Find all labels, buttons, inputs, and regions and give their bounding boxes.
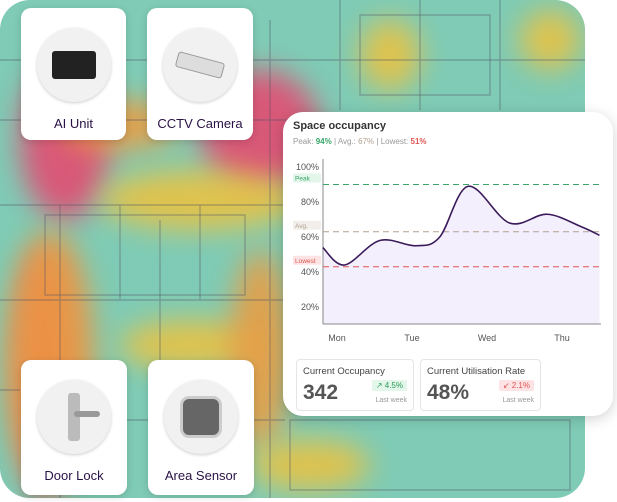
trend-up-badge: ↗ 4.5%: [371, 380, 407, 391]
y-tick-label: 100%: [296, 162, 319, 172]
device-label: Door Lock: [44, 468, 104, 483]
device-card-area-sensor[interactable]: Area Sensor: [148, 360, 254, 495]
heat-blob: [100, 170, 300, 230]
stat-period: Last week: [502, 397, 534, 404]
summary-line: Peak: 94% | Avg.: 67% | Lowest: 51%: [293, 137, 427, 146]
reference-badge: [293, 173, 321, 183]
y-tick-label: 40%: [301, 267, 319, 277]
lowest-label: Lowest:: [380, 137, 409, 146]
area-sensor-icon: [164, 380, 238, 454]
ai-unit-icon: [36, 28, 111, 102]
y-tick-label: 80%: [301, 197, 319, 207]
device-card-cctv-camera[interactable]: CCTV Camera: [147, 8, 253, 140]
reference-label: Peak: [295, 176, 311, 183]
reference-badge: [293, 255, 321, 265]
area-fill: [322, 186, 600, 324]
x-tick-label: Wed: [478, 333, 496, 343]
x-tick-label: Thu: [554, 333, 570, 343]
reference-label: Avg.: [295, 223, 308, 230]
stat-card-occupancy: Current Occupancy 342 ↗ 4.5% Last week: [296, 359, 414, 411]
y-tick-label: 20%: [301, 302, 319, 312]
stat-value: 342: [303, 381, 339, 404]
stat-period: Last week: [375, 397, 407, 404]
device-card-door-lock[interactable]: Door Lock: [21, 360, 127, 495]
heat-blob: [250, 440, 370, 490]
peak-value: 94%: [315, 137, 332, 146]
lowest-value: 51%: [410, 137, 427, 146]
avg-value: 67%: [358, 137, 375, 146]
device-card-ai-unit[interactable]: AI Unit: [21, 8, 126, 140]
heat-blob: [360, 20, 420, 90]
panel-title: Space occupancy: [293, 120, 386, 132]
peak-label: Peak:: [293, 137, 314, 146]
heat-blob: [520, 10, 580, 70]
device-label: CCTV Camera: [157, 116, 243, 131]
y-tick-label: 60%: [301, 232, 319, 242]
x-tick-label: Mon: [328, 333, 346, 343]
trend-down-badge: ↙ 2.1%: [498, 380, 534, 391]
avg-label: Avg.:: [337, 137, 356, 146]
device-label: Area Sensor: [164, 468, 238, 483]
space-occupancy-panel: Space occupancy Peak: 94% | Avg.: 67% | …: [283, 112, 613, 416]
occupancy-chart: 100% 80% 60% 40% 20% Mon Tue Wed Thu Peak Avg. Lowe…: [293, 159, 601, 343]
occupancy-line: [322, 185, 600, 266]
reference-badge: [293, 220, 321, 230]
x-tick-label: Tue: [404, 333, 419, 343]
stat-title: Current Occupancy: [303, 366, 385, 377]
stat-value: 48%: [427, 381, 470, 404]
cctv-camera-icon: [163, 28, 237, 102]
door-lock-icon: [37, 380, 111, 454]
stat-title: Current Utilisation Rate: [427, 366, 526, 377]
device-label: AI Unit: [53, 116, 93, 131]
stat-card-utilisation: Current Utilisation Rate 48% ↙ 2.1% Last…: [420, 359, 541, 411]
reference-label: Lowest: [295, 258, 316, 265]
